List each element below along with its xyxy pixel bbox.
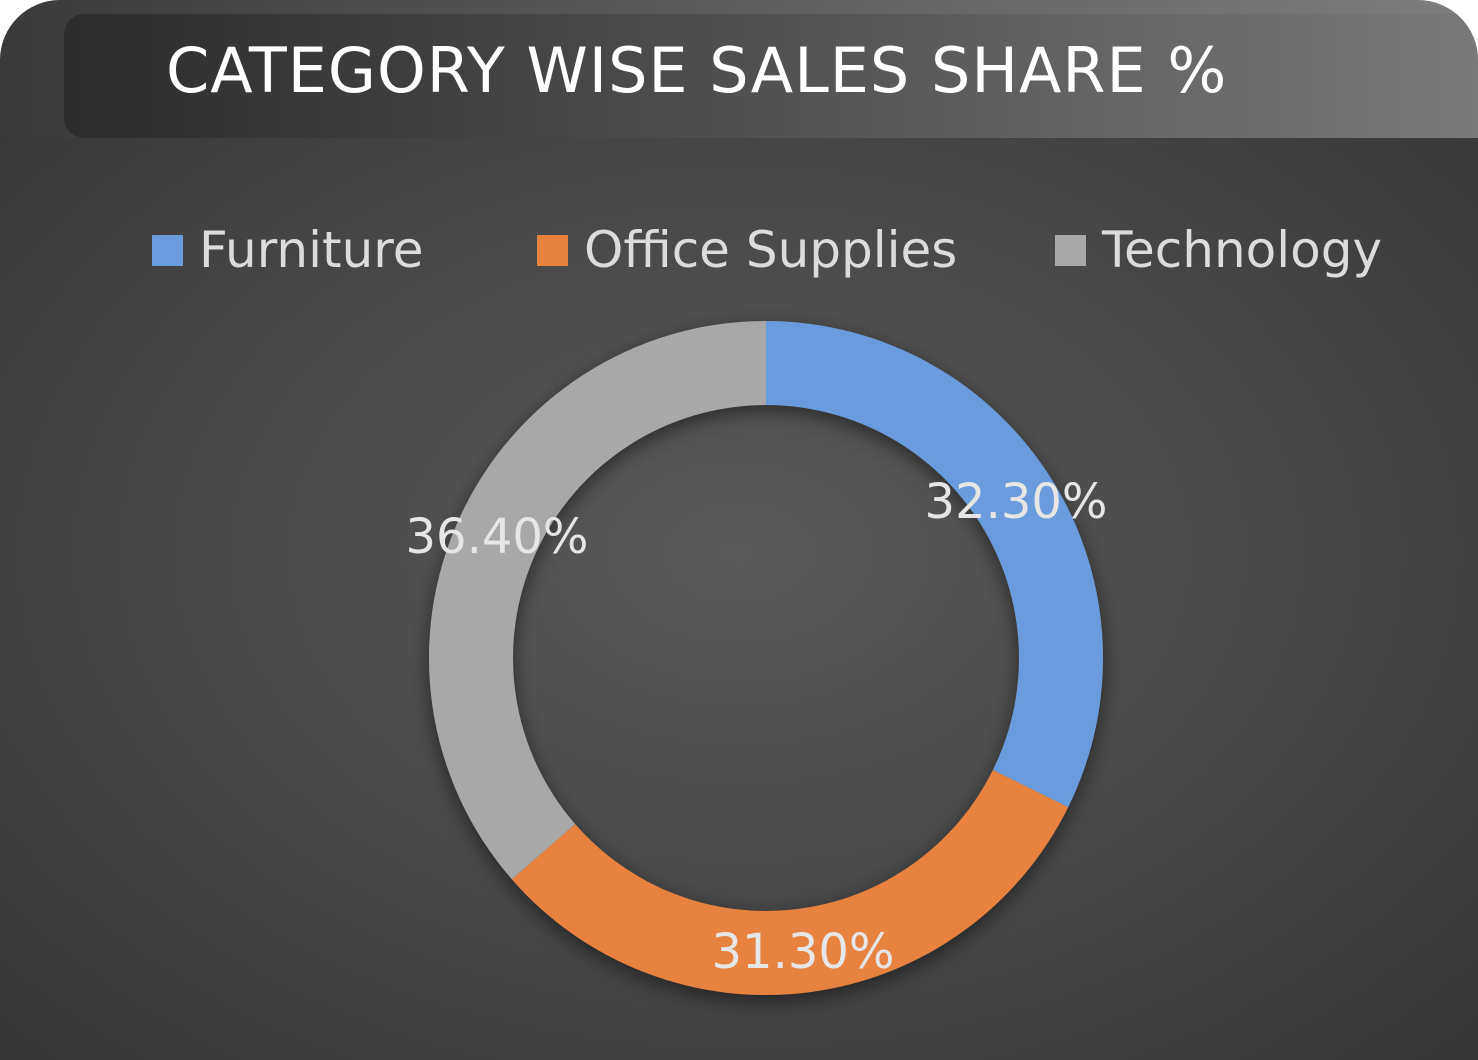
chart-title: CATEGORY WISE SALES SHARE % <box>166 34 1228 107</box>
slice-technology[interactable] <box>429 321 766 880</box>
data-label-office-supplies: 31.30% <box>711 924 894 980</box>
legend-item-furniture[interactable]: Furniture <box>152 220 424 280</box>
legend-label-furniture: Furniture <box>199 221 424 279</box>
legend-swatch-technology <box>1055 234 1086 266</box>
legend: Furniture Office Supplies Technology <box>0 220 1478 280</box>
slice-office-supplies[interactable] <box>511 770 1069 995</box>
title-bar <box>64 14 1478 138</box>
plot-area <box>0 138 1478 1060</box>
data-label-furniture: 32.30% <box>924 474 1107 530</box>
slice-furniture[interactable] <box>766 321 1103 808</box>
legend-swatch-office-supplies <box>537 234 568 266</box>
legend-label-office-supplies: Office Supplies <box>584 221 958 279</box>
legend-label-technology: Technology <box>1102 221 1383 279</box>
legend-item-technology[interactable]: Technology <box>1055 220 1382 280</box>
data-label-technology: 36.40% <box>405 509 588 565</box>
legend-item-office-supplies[interactable]: Office Supplies <box>537 220 957 280</box>
legend-swatch-furniture <box>152 234 183 266</box>
